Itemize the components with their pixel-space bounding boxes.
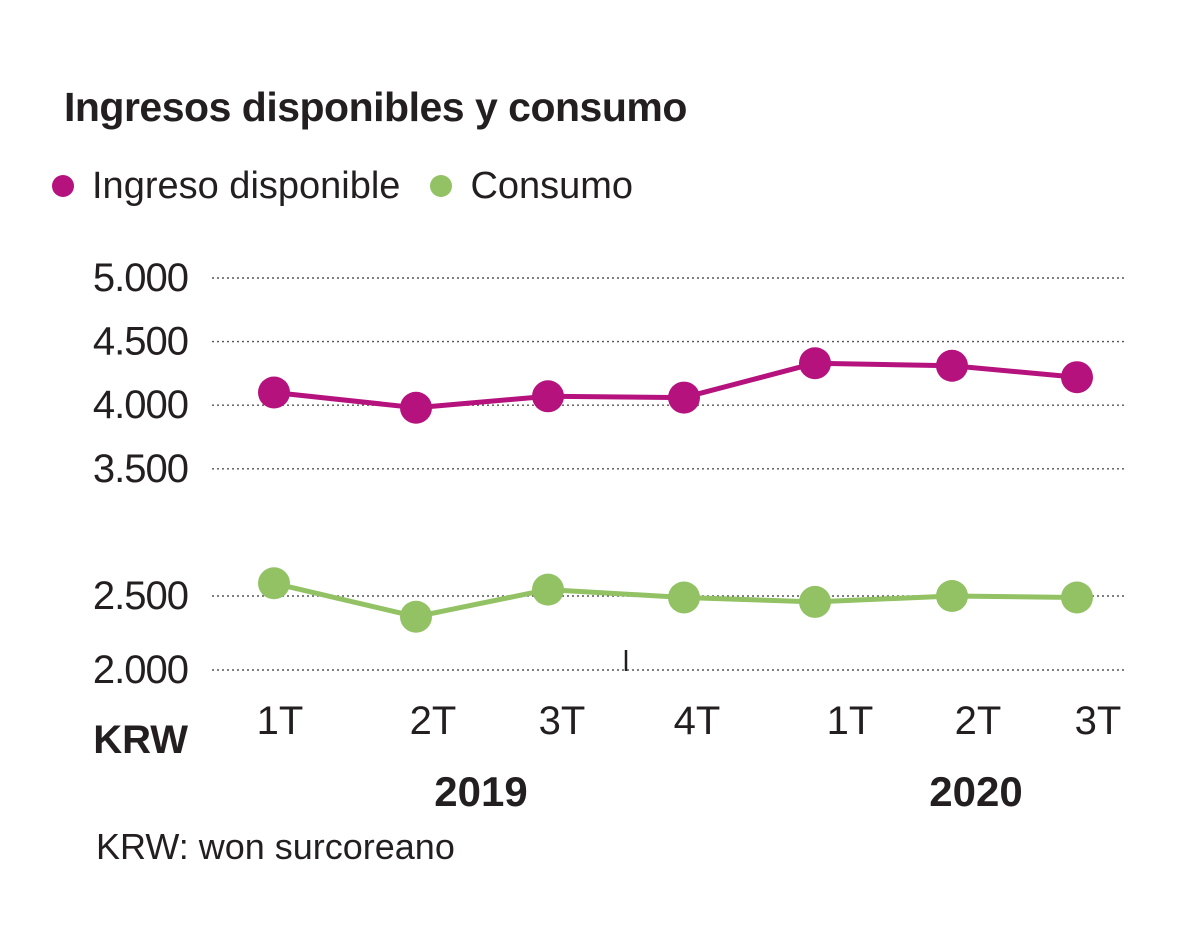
y-tick-label: 2.500 bbox=[93, 574, 188, 618]
legend-item-consumo: Consumo bbox=[430, 165, 633, 208]
x-tick-label: 2T bbox=[955, 699, 1002, 743]
x-tick-label: 2T bbox=[410, 699, 457, 743]
x-tick-label: 3T bbox=[1075, 699, 1122, 743]
x-tick-label: 4T bbox=[674, 699, 721, 743]
data-point-ingreso bbox=[799, 347, 831, 380]
data-point-consumo bbox=[400, 600, 432, 633]
data-point-ingreso bbox=[258, 376, 290, 409]
data-point-ingreso bbox=[936, 349, 968, 382]
y-tick-label: 3.500 bbox=[93, 447, 188, 491]
data-point-consumo bbox=[1061, 581, 1093, 614]
x-tick-label: 3T bbox=[539, 699, 586, 743]
year-label-2020: 2020 bbox=[929, 768, 1022, 815]
data-point-consumo bbox=[936, 580, 968, 612]
year-label-2019: 2019 bbox=[434, 768, 527, 815]
legend: Ingreso disponible Consumo bbox=[52, 164, 663, 208]
chart-title: Ingresos disponibles y consumo bbox=[64, 84, 687, 130]
x-tick-label: 1T bbox=[827, 699, 874, 743]
y-tick-label: 4.000 bbox=[93, 383, 188, 427]
y-tick-label: 4.500 bbox=[93, 320, 188, 364]
data-point-consumo bbox=[532, 573, 564, 606]
data-point-ingreso bbox=[532, 380, 564, 413]
data-point-ingreso bbox=[400, 391, 432, 424]
y-unit-label: KRW bbox=[93, 718, 188, 762]
data-point-ingreso bbox=[1061, 361, 1093, 394]
legend-marker-consumo bbox=[430, 175, 453, 197]
legend-marker-ingreso bbox=[52, 175, 74, 197]
data-point-ingreso bbox=[668, 381, 700, 414]
legend-label-ingreso: Ingreso disponible bbox=[92, 164, 401, 207]
y-tick-label: 5.000 bbox=[93, 256, 188, 300]
data-point-consumo bbox=[668, 581, 700, 614]
legend-label-consumo: Consumo bbox=[470, 164, 634, 207]
y-tick-label: 2.000 bbox=[93, 648, 188, 692]
x-tick-label: 1T bbox=[257, 699, 304, 743]
footnote: KRW: won surcoreano bbox=[96, 826, 455, 867]
legend-item-ingreso: Ingreso disponible bbox=[52, 165, 400, 208]
data-point-consumo bbox=[799, 585, 831, 618]
data-point-consumo bbox=[258, 567, 290, 600]
